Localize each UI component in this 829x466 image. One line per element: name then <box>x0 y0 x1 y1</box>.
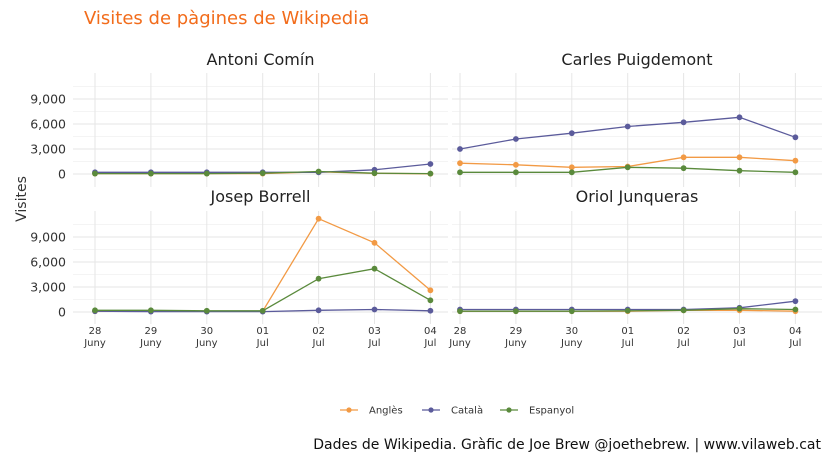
data-point-catala <box>568 130 575 137</box>
data-point-espanyol <box>371 170 378 177</box>
legend-label-angles: Anglès <box>369 405 403 417</box>
x-tick-label-month: Jul <box>621 338 634 349</box>
x-tick-label-month: Jul <box>312 338 325 349</box>
data-point-catala <box>457 146 463 152</box>
x-tick-label-month: Jul <box>788 338 801 349</box>
data-point-espanyol <box>792 169 799 176</box>
data-point-espanyol <box>457 308 463 315</box>
data-point-espanyol <box>624 164 631 171</box>
panel-title-oriol-junqueras: Oriol Junqueras <box>576 187 699 206</box>
x-tick-label-day: 01 <box>256 326 269 337</box>
data-point-catala <box>427 161 434 167</box>
data-point-espanyol <box>92 307 98 314</box>
x-tick-label-month: Jul <box>732 338 745 349</box>
data-point-espanyol <box>203 307 210 314</box>
data-point-catala <box>371 306 378 313</box>
data-point-angles <box>568 164 575 171</box>
x-tick-label-day: 02 <box>312 326 325 337</box>
data-point-catala <box>792 134 799 141</box>
y-tick-label: 3,000 <box>30 280 66 295</box>
data-point-catala <box>315 307 322 314</box>
data-point-espanyol <box>792 306 799 313</box>
legend-label-catala: Català <box>451 405 483 417</box>
data-point-espanyol <box>92 170 98 177</box>
data-point-espanyol <box>736 167 743 174</box>
data-point-catala <box>680 119 687 126</box>
y-tick-label: 9,000 <box>30 230 66 245</box>
data-point-catala <box>792 298 799 305</box>
data-point-angles <box>427 287 434 294</box>
x-tick-label-month: Jul <box>256 338 269 349</box>
x-tick-label-day: 03 <box>368 326 381 337</box>
data-point-espanyol <box>680 165 687 172</box>
x-tick-label-month: Juny <box>448 338 471 349</box>
data-point-espanyol <box>427 297 434 304</box>
y-tick-label: 3,000 <box>30 142 66 157</box>
data-point-espanyol <box>203 170 210 177</box>
data-point-angles <box>513 161 519 168</box>
data-point-espanyol <box>457 169 463 176</box>
data-point-catala <box>427 307 434 314</box>
legend-marker-espanyol <box>506 407 512 413</box>
data-point-angles <box>736 154 743 161</box>
data-point-angles <box>792 157 799 164</box>
x-tick-label-day: 30 <box>565 326 578 337</box>
x-tick-label-month: Juny <box>504 338 527 349</box>
y-tick-label: 9,000 <box>30 92 66 107</box>
x-tick-label-month: Juny <box>560 338 583 349</box>
panel-title-josep-borrell: Josep Borrell <box>210 187 311 206</box>
x-tick-label-month: Jul <box>423 338 436 349</box>
data-point-espanyol <box>259 307 266 314</box>
data-point-espanyol <box>568 308 575 315</box>
data-point-espanyol <box>148 307 154 314</box>
y-tick-label: 0 <box>58 305 66 320</box>
data-point-catala <box>736 114 743 121</box>
legend-marker-catala <box>428 407 434 413</box>
data-point-espanyol <box>680 307 687 314</box>
x-tick-label-day: 28 <box>89 326 102 337</box>
chart-caption: Dades de Wikipedia. Gràfic de Joe Brew @… <box>313 437 821 453</box>
panel-title-carles-puigdemont: Carles Puigdemont <box>561 50 712 69</box>
x-tick-label-day: 01 <box>621 326 634 337</box>
x-tick-label-day: 29 <box>510 326 523 337</box>
x-tick-label-month: Jul <box>677 338 690 349</box>
x-tick-label-month: Juny <box>83 338 106 349</box>
x-tick-label-day: 30 <box>200 326 213 337</box>
x-tick-label-month: Jul <box>367 338 380 349</box>
panel-title-antoni-comin: Antoni Comín <box>207 50 315 69</box>
data-point-espanyol <box>259 170 266 177</box>
data-point-espanyol <box>513 169 519 176</box>
data-point-angles <box>457 160 463 167</box>
data-point-angles <box>371 239 378 246</box>
chart-title: Visites de pàgines de Wikipedia <box>84 8 370 29</box>
x-tick-label-month: Juny <box>195 338 218 349</box>
data-point-espanyol <box>315 275 322 282</box>
x-tick-label-day: 29 <box>145 326 158 337</box>
legend-marker-angles <box>346 407 352 413</box>
data-point-angles <box>680 154 687 161</box>
data-point-espanyol <box>427 170 434 177</box>
y-tick-label: 0 <box>58 167 66 182</box>
x-tick-label-day: 02 <box>677 326 690 337</box>
x-tick-label-month: Juny <box>139 338 162 349</box>
data-point-espanyol <box>148 170 154 177</box>
y-tick-label: 6,000 <box>30 117 66 132</box>
data-point-angles <box>315 215 322 222</box>
y-axis-label: Visites <box>14 176 30 222</box>
data-point-espanyol <box>513 308 519 315</box>
x-tick-label-day: 04 <box>789 326 802 337</box>
x-tick-label-day: 04 <box>424 326 437 337</box>
y-tick-label: 6,000 <box>30 255 66 270</box>
x-tick-label-day: 03 <box>733 326 746 337</box>
x-tick-label-day: 28 <box>454 326 467 337</box>
legend-label-espanyol: Espanyol <box>529 406 574 417</box>
data-point-catala <box>624 123 631 130</box>
data-point-catala <box>513 136 519 142</box>
data-point-espanyol <box>736 305 743 312</box>
data-point-espanyol <box>371 265 378 272</box>
data-point-espanyol <box>568 169 575 176</box>
data-point-espanyol <box>315 168 322 175</box>
data-point-espanyol <box>624 307 631 314</box>
